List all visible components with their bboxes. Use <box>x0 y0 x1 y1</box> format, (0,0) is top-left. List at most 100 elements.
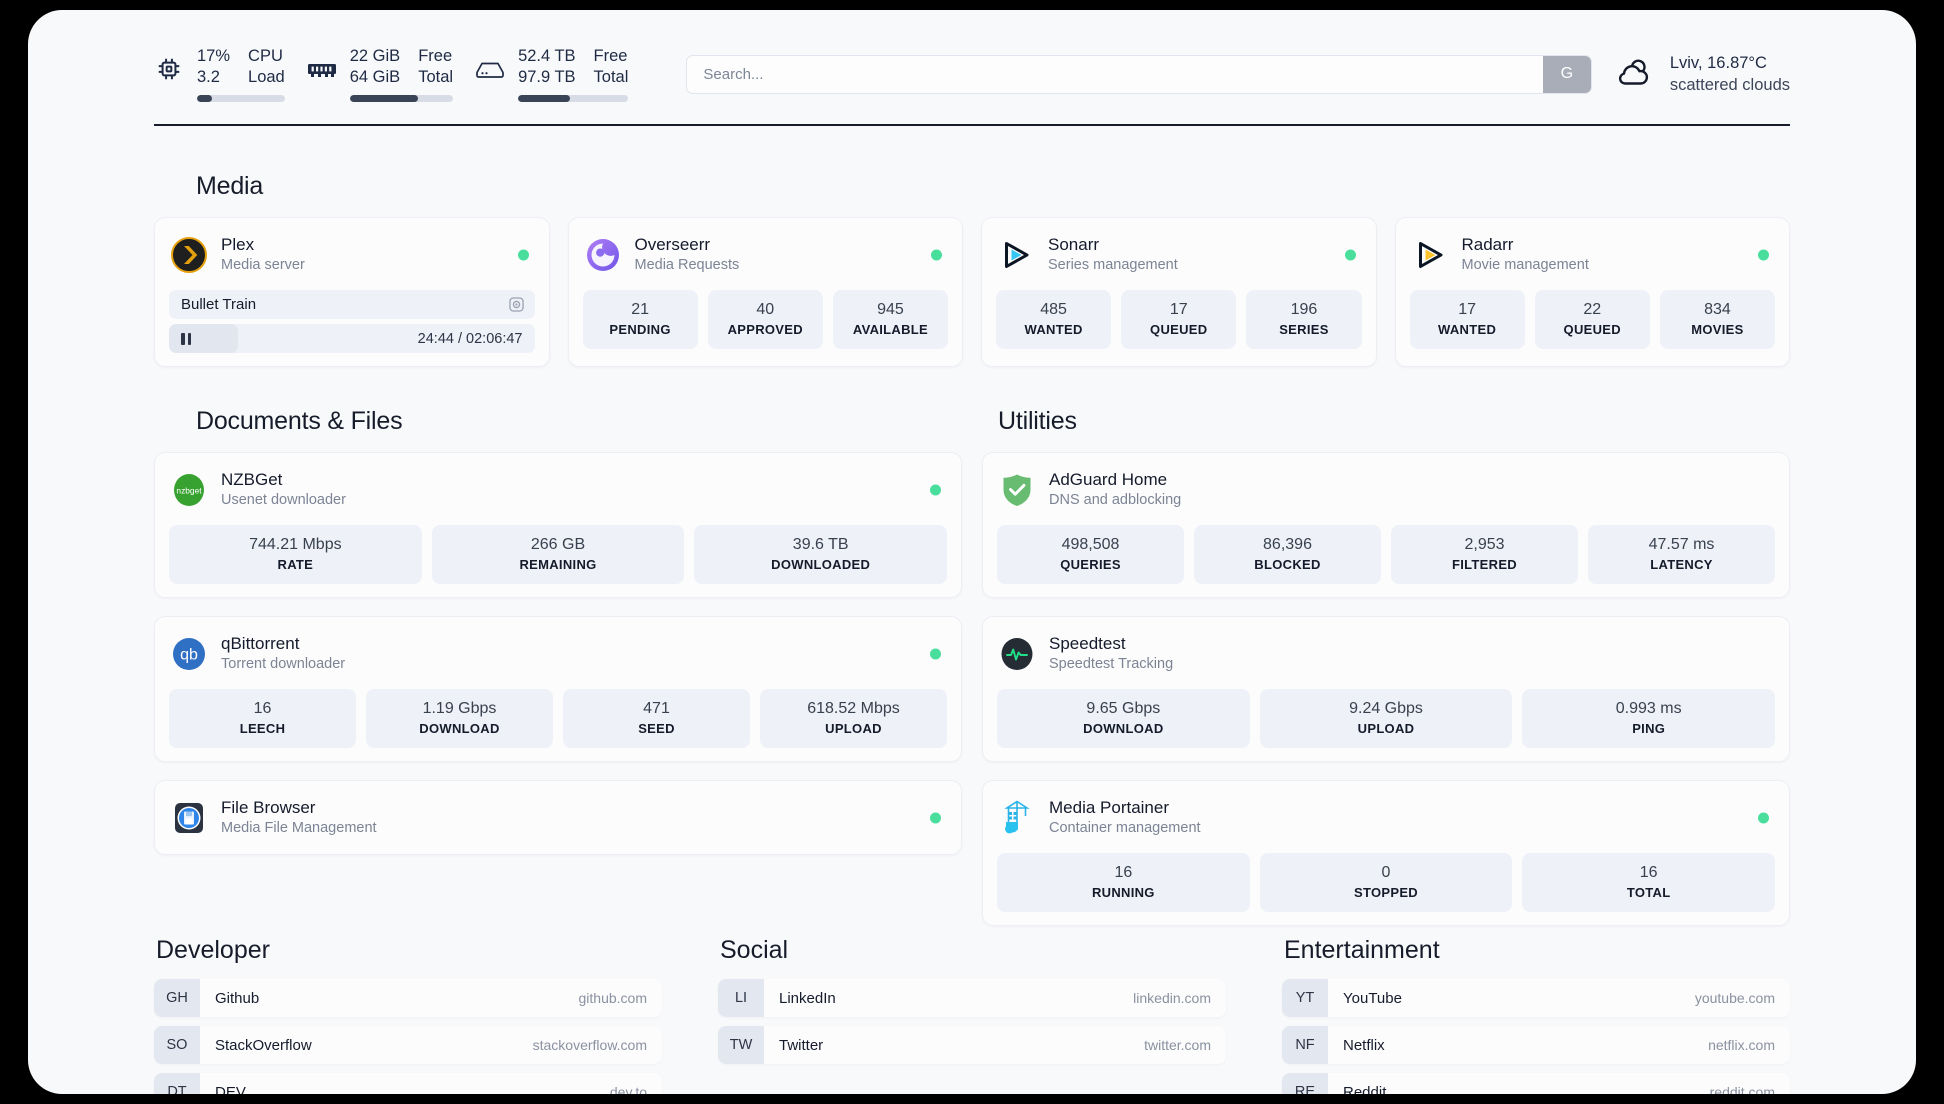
stat-label: DOWNLOAD <box>1083 721 1164 736</box>
ram-usage-bar-fill <box>349 95 418 102</box>
service-card-sonarr[interactable]: Sonarr Series management 485 WANTED 17 Q… <box>981 217 1377 367</box>
service-card-qbittorrent[interactable]: qb qBittorrent Torrent downloader <box>154 616 962 762</box>
service-description: Torrent downloader <box>221 656 346 672</box>
svg-text:nzbget: nzbget <box>176 485 202 495</box>
cloud-icon <box>1616 59 1656 89</box>
service-description: Usenet downloader <box>221 492 346 508</box>
service-card-media-portainer[interactable]: Media Portainer Container management 16 … <box>982 780 1790 926</box>
documents-card-stack: nzbget NZBGet Usenet downloader 74 <box>154 452 962 855</box>
qbittorrent-icon: qb <box>171 636 207 672</box>
stat-value: 471 <box>643 700 670 717</box>
stat-box: 9.24 Gbps UPLOAD <box>1259 689 1513 748</box>
ram-free-label: Free <box>418 47 453 65</box>
speedtest-icon <box>999 636 1035 672</box>
now-playing-bar: Bullet Train <box>169 290 535 319</box>
bookmark-name: Twitter <box>779 1036 824 1054</box>
stat-box: 22 QUEUED <box>1534 290 1650 349</box>
disk-total-label: Total <box>593 68 629 86</box>
stat-label: UPLOAD <box>825 721 882 736</box>
service-card-radarr[interactable]: Radarr Movie management 17 WANTED 22 QUE… <box>1394 217 1790 367</box>
stat-box: 744.21 Mbps RATE <box>169 525 422 584</box>
service-name: qBittorrent <box>221 634 300 653</box>
bookmarks-area: Developer GH Github github.com SO StackO… <box>154 936 1790 1094</box>
card-header: Overseerr Media Requests <box>583 231 949 278</box>
bookmark-item[interactable]: YT YouTube youtube.com <box>1282 979 1790 1017</box>
stat-label: MOVIES <box>1691 322 1744 337</box>
card-header: nzbget NZBGet Usenet downloader <box>169 466 947 513</box>
now-playing-title: Bullet Train <box>181 296 257 313</box>
stat-value: 16 <box>1639 864 1658 881</box>
cpu-usage-value: 17% <box>197 47 231 65</box>
search-bar[interactable]: G <box>686 54 1592 94</box>
bookmark-url: linkedin.com <box>1133 990 1211 1006</box>
search-submit-button[interactable]: G <box>1542 55 1591 93</box>
service-card-adguard-home[interactable]: AdGuard Home DNS and adblocking 498,508 … <box>982 452 1790 598</box>
stat-box: 21 PENDING <box>582 290 698 349</box>
bookmark-badge: SO <box>154 1026 200 1064</box>
bookmark-badge: TW <box>718 1026 764 1064</box>
bookmark-group-title: Developer <box>156 936 270 964</box>
memory-icon <box>307 54 337 84</box>
service-description: Speedtest Tracking <box>1049 656 1174 672</box>
service-card-plex[interactable]: Plex Media server Bullet Train <box>154 217 550 367</box>
playback-time: 24:44 / 02:06:47 <box>417 330 523 347</box>
stat-box: 0.993 ms PING <box>1522 689 1776 748</box>
service-card-file-browser[interactable]: File Browser Media File Management <box>154 780 962 855</box>
stats-row: 21 PENDING 40 APPROVED 945 AVAILABLE <box>582 290 949 349</box>
section-title-media: Media <box>196 172 264 200</box>
stat-label: DOWNLOADED <box>771 557 871 572</box>
bookmark-item[interactable]: GH Github github.com <box>154 979 662 1017</box>
stats-row: 485 WANTED 17 QUEUED 196 SERIES <box>996 290 1362 349</box>
bookmark-name: Netflix <box>1343 1036 1385 1054</box>
service-name: Plex <box>221 235 255 254</box>
search-input[interactable] <box>687 55 1543 93</box>
bookmark-item[interactable]: NF Netflix netflix.com <box>1282 1026 1790 1064</box>
weather-location-temperature: Lviv, 16.87°C <box>1669 54 1767 72</box>
bookmark-name: Reddit <box>1343 1083 1387 1095</box>
utilities-card-stack: AdGuard Home DNS and adblocking 498,508 … <box>982 452 1790 926</box>
stat-box: 47.57 ms LATENCY <box>1588 525 1775 584</box>
stat-label: LATENCY <box>1650 557 1713 572</box>
card-header: Radarr Movie management <box>1410 231 1776 278</box>
ram-stat-widget: 22 GiB 64 GiB Free Total <box>307 46 454 102</box>
bookmark-url: netflix.com <box>1708 1037 1775 1053</box>
bookmark-item[interactable]: RE Reddit reddit.com <box>1282 1073 1790 1094</box>
bookmark-item[interactable]: LI LinkedIn linkedin.com <box>718 979 1226 1017</box>
stat-label: RATE <box>277 557 314 572</box>
status-badge-online <box>1758 249 1769 260</box>
status-badge-online <box>931 249 942 260</box>
stat-box: 618.52 Mbps UPLOAD <box>760 689 947 748</box>
bookmark-item[interactable]: SO StackOverflow stackoverflow.com <box>154 1026 662 1064</box>
stat-label: REMAINING <box>519 557 597 572</box>
playback-progress-bar[interactable]: 24:44 / 02:06:47 <box>169 324 535 353</box>
stat-box: 9.65 Gbps DOWNLOAD <box>997 689 1250 748</box>
service-card-nzbget[interactable]: nzbget NZBGet Usenet downloader 74 <box>154 452 962 598</box>
stats-row: 9.65 Gbps DOWNLOAD 9.24 Gbps UPLOAD 0.99… <box>997 689 1776 748</box>
service-name: NZBGet <box>221 470 283 489</box>
dashboard-root: 17% 3.2 CPU Load <box>28 10 1916 1094</box>
cpu-usage-bar-fill <box>197 95 212 102</box>
stat-label: STOPPED <box>1354 885 1418 900</box>
bookmark-group-title: Social <box>720 936 789 964</box>
stat-label: TOTAL <box>1626 885 1671 900</box>
cpu-stat-widget: 17% 3.2 CPU Load <box>154 46 285 102</box>
status-badge-online <box>930 812 941 823</box>
stat-box: 17 QUEUED <box>1121 290 1237 349</box>
service-card-speedtest[interactable]: Speedtest Speedtest Tracking 9.65 Gbps D… <box>982 616 1790 762</box>
stat-label: SERIES <box>1279 322 1329 337</box>
bookmark-item[interactable]: TW Twitter twitter.com <box>718 1026 1226 1064</box>
cast-icon[interactable] <box>508 296 525 313</box>
disk-free-value: 52.4 TB <box>518 47 576 65</box>
stat-value: 47.57 ms <box>1648 536 1715 553</box>
stat-box: 266 GB REMAINING <box>431 525 685 584</box>
service-card-overseerr[interactable]: Overseerr Media Requests 21 PENDING 40 A… <box>567 217 963 367</box>
stat-label: PING <box>1632 721 1666 736</box>
bookmark-badge: DT <box>154 1073 200 1094</box>
pause-icon[interactable] <box>181 332 191 345</box>
bookmark-item[interactable]: DT DEV dev.to <box>154 1073 662 1094</box>
status-badge-online <box>930 648 941 659</box>
stat-box: 196 SERIES <box>1246 290 1362 349</box>
stat-value: 17 <box>1458 301 1476 318</box>
bookmark-group-title: Entertainment <box>1284 936 1440 964</box>
bookmark-group-social: Social LI LinkedIn linkedin.com TW Twitt… <box>718 936 1226 1094</box>
